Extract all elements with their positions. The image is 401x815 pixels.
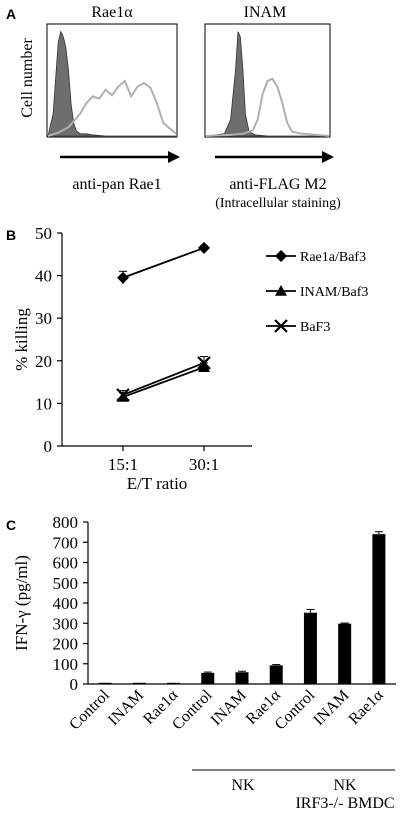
panel-a-letter: A bbox=[6, 6, 16, 22]
bar bbox=[167, 682, 181, 684]
line-y-tick-label: 0 bbox=[44, 437, 53, 456]
group-label-nk-bmdc-line1: NK bbox=[333, 777, 357, 794]
histogram-right-axis-arrow bbox=[215, 151, 334, 163]
histogram-left: Rae1α anti-pan Rae1 bbox=[46, 4, 180, 193]
line-y-tick-label: 40 bbox=[35, 267, 52, 286]
bar-x-tick-label: Rae1α bbox=[346, 686, 388, 728]
bar-x-tick-label: INAM bbox=[208, 687, 250, 729]
bar bbox=[132, 682, 146, 684]
histogram-right-title: INAM bbox=[244, 4, 287, 21]
histogram-right-outline-curve bbox=[205, 77, 330, 137]
bar-y-tick-label: 100 bbox=[53, 655, 79, 674]
line-point-x bbox=[197, 356, 211, 370]
bar bbox=[338, 623, 352, 684]
legend-label-2: INAM/Baf3 bbox=[300, 285, 368, 300]
panel-a: A Cell number Rae1α anti-pan Rae1 INAM a… bbox=[6, 4, 341, 211]
histogram-right-axis-label: anti-FLAG M2 bbox=[229, 176, 326, 193]
bar-y-tick-label: 300 bbox=[53, 614, 79, 633]
bar-x-tick-label: Control bbox=[272, 686, 319, 733]
bar-x-tick-label: Control bbox=[169, 686, 216, 733]
bar-y-tick-label: 600 bbox=[53, 554, 79, 573]
bar-y-tick-label: 400 bbox=[53, 594, 79, 613]
line-point-diamond bbox=[198, 241, 210, 254]
bar-y-tick-label: 200 bbox=[53, 635, 79, 654]
group-label-nk-bmdc-line2: IRF3-/- BMDC bbox=[295, 795, 394, 812]
legend-label-1: Rae1a/Baf3 bbox=[300, 250, 366, 265]
line-x-tick-label: 30:1 bbox=[189, 455, 219, 474]
bar bbox=[303, 612, 317, 684]
line-point-x bbox=[116, 388, 130, 402]
bar-y-axis-label: IFN-γ (pg/ml) bbox=[12, 555, 31, 651]
line-x-axis-label: E/T ratio bbox=[127, 474, 188, 493]
group-label-nk: NK bbox=[231, 777, 255, 794]
bar-y-tick-label: 700 bbox=[53, 533, 79, 552]
bar-y-tick-label: 500 bbox=[53, 574, 79, 593]
line-y-tick-label: 10 bbox=[35, 394, 52, 413]
line-series-1 bbox=[122, 247, 205, 279]
panel-b: B 0 10 20 30 40 50 15:1 30:1E/T ratio % killing R… bbox=[6, 224, 368, 493]
line-x-tick-label: 15:1 bbox=[108, 455, 138, 474]
bar bbox=[269, 665, 283, 684]
panel-a-ylabel: Cell number bbox=[19, 38, 36, 118]
histogram-left-axis-arrow bbox=[60, 151, 180, 163]
group-bracket-nk-bmdc: NK IRF3-/- BMDC bbox=[295, 769, 395, 812]
bar bbox=[201, 672, 215, 684]
histogram-left-frame bbox=[46, 23, 178, 138]
line-point-diamond bbox=[117, 271, 129, 284]
legend-label-3: BaF3 bbox=[300, 320, 330, 335]
line-series-2 bbox=[122, 366, 205, 398]
histogram-right-axis-sublabel: (Intracellular staining) bbox=[215, 196, 341, 211]
histogram-left-filled-curve bbox=[47, 30, 176, 137]
histogram-left-title: Rae1α bbox=[91, 4, 133, 21]
line-series-3 bbox=[122, 362, 205, 396]
line-y-axis-label: % killing bbox=[12, 308, 31, 371]
histogram-left-axis-label: anti-pan Rae1 bbox=[72, 176, 161, 193]
histogram-right-frame bbox=[204, 23, 331, 138]
marker-x-stroke bbox=[116, 388, 130, 402]
marker-x-stroke bbox=[274, 319, 288, 333]
legend-marker-diamond bbox=[275, 250, 287, 262]
bar-y-tick-label: 800 bbox=[53, 513, 79, 532]
histogram-right: INAM anti-FLAG M2 (Intracellular stainin… bbox=[204, 4, 341, 211]
line-y-tick-label: 20 bbox=[35, 352, 52, 371]
bar-x-tick-label: INAM bbox=[310, 687, 352, 729]
group-bracket-nk: NK bbox=[192, 769, 295, 794]
histogram-left-outline-curve bbox=[47, 79, 177, 137]
line-y-tick-label: 50 bbox=[35, 224, 52, 243]
histogram-right-filled-curve bbox=[205, 31, 329, 137]
legend-marker-x bbox=[274, 319, 288, 333]
bar-x-tick-label: INAM bbox=[105, 687, 147, 729]
legend-marker-triangle bbox=[275, 285, 287, 296]
panel-c-letter: C bbox=[6, 517, 16, 533]
marker-x-stroke bbox=[197, 356, 211, 370]
bar bbox=[372, 534, 386, 684]
line-y-tick-label: 30 bbox=[35, 309, 52, 328]
panel-b-letter: B bbox=[6, 227, 16, 243]
bar bbox=[235, 672, 249, 684]
bar-y-tick-label: 0 bbox=[70, 675, 79, 694]
bar bbox=[98, 682, 112, 684]
